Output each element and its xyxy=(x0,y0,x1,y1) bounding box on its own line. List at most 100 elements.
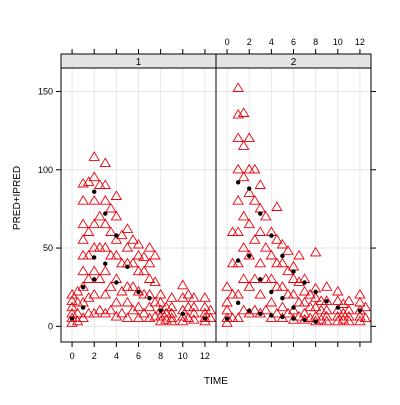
ipred-point xyxy=(82,292,95,302)
panel-1: 1 xyxy=(60,53,217,343)
ipred-point xyxy=(232,195,244,205)
y-tick-label: 150 xyxy=(38,86,53,96)
ipred-point xyxy=(309,246,322,257)
ipred-point xyxy=(260,304,272,315)
ipred-point xyxy=(99,242,111,252)
ipred-point xyxy=(116,285,128,296)
ipred-point xyxy=(315,314,327,324)
ipred-point xyxy=(271,234,283,244)
ipred-point xyxy=(77,249,89,260)
ipred-point xyxy=(287,304,300,315)
pred-point xyxy=(235,180,241,185)
ipred-point xyxy=(271,257,283,268)
ipred-point xyxy=(94,179,106,189)
ipred-point xyxy=(110,310,123,321)
pred-point xyxy=(114,280,119,285)
pred-point xyxy=(202,316,208,321)
x-tick-label: 0 xyxy=(70,351,75,361)
ipred-point xyxy=(232,257,244,268)
ipred-point xyxy=(221,304,233,315)
ipred-point xyxy=(232,226,244,236)
x-tick-label: 0 xyxy=(225,37,230,47)
ipred-point xyxy=(265,296,278,307)
ipred-point xyxy=(182,288,195,299)
ipred-point xyxy=(260,210,272,221)
ipred-point xyxy=(66,295,78,305)
pred-point xyxy=(291,269,296,274)
ipred-point xyxy=(149,276,161,287)
x-tick-label: 4 xyxy=(114,351,119,361)
ipred-point xyxy=(343,315,355,326)
ipred-point xyxy=(110,210,123,221)
pred-point xyxy=(280,314,285,320)
ipred-point xyxy=(282,288,294,299)
ipred-point xyxy=(249,304,261,315)
pred-point xyxy=(69,316,75,321)
pred-point xyxy=(224,316,230,321)
pred-point xyxy=(103,211,108,216)
ipred-point xyxy=(249,163,261,174)
ipred-point xyxy=(237,242,250,252)
ipred-point xyxy=(77,195,89,205)
ipred-point xyxy=(88,151,100,161)
ipred-point xyxy=(243,307,255,318)
x-tick-label: 4 xyxy=(269,37,274,47)
ipred-point xyxy=(243,218,255,229)
pred-point xyxy=(92,189,97,194)
ipred-point xyxy=(154,296,167,307)
ipred-point xyxy=(127,281,139,291)
ipred-point xyxy=(138,251,150,262)
x-tick-label: 12 xyxy=(355,37,365,47)
ipred-point xyxy=(254,307,266,318)
ipred-point xyxy=(88,242,100,252)
ipred-point xyxy=(105,202,117,213)
x-tick-label: 6 xyxy=(291,37,296,47)
ipred-point xyxy=(254,179,266,189)
ipred-point xyxy=(321,310,333,321)
pred-point xyxy=(291,305,296,310)
ipred-point xyxy=(249,234,261,244)
pred-point xyxy=(291,316,296,321)
pred-point xyxy=(302,317,307,323)
ipred-point xyxy=(71,285,84,296)
panel-2: 2 xyxy=(215,53,372,343)
ipred-point xyxy=(226,257,239,268)
ipred-point xyxy=(243,163,255,174)
ipred-point xyxy=(110,190,123,200)
ipred-point xyxy=(321,315,333,326)
ipred-point xyxy=(154,310,167,321)
ipred-point xyxy=(237,210,250,221)
ipred-point xyxy=(332,285,344,296)
ipred-point xyxy=(226,288,239,299)
ipred-point xyxy=(343,304,355,315)
ipred-point xyxy=(204,304,217,315)
ipred-point xyxy=(82,176,95,186)
pred-point xyxy=(158,308,163,313)
ipred-point xyxy=(121,281,134,291)
ipred-point xyxy=(166,301,178,312)
ipred-point xyxy=(188,301,200,312)
ipred-point xyxy=(332,304,344,315)
x-axis-label: TIME xyxy=(204,376,228,387)
ipred-point xyxy=(99,265,111,276)
y-tick-label: 50 xyxy=(43,243,53,253)
ipred-point xyxy=(77,218,89,229)
pred-point xyxy=(258,211,263,216)
pred-point xyxy=(147,295,152,301)
ipred-point xyxy=(182,301,195,312)
pred-point xyxy=(280,295,285,301)
ipred-point xyxy=(293,296,305,307)
ipred-point xyxy=(232,288,244,299)
x-tick-label: 2 xyxy=(92,351,97,361)
pred-point xyxy=(335,305,340,310)
ipred-point xyxy=(138,265,150,276)
ipred-point xyxy=(199,315,211,326)
ipred-point xyxy=(71,315,84,326)
ipred-point xyxy=(332,310,344,321)
ipred-point xyxy=(321,281,333,291)
ipred-point xyxy=(82,249,95,260)
ipred-point xyxy=(105,226,117,236)
ipred-point xyxy=(254,257,266,268)
ipred-point xyxy=(138,307,150,318)
